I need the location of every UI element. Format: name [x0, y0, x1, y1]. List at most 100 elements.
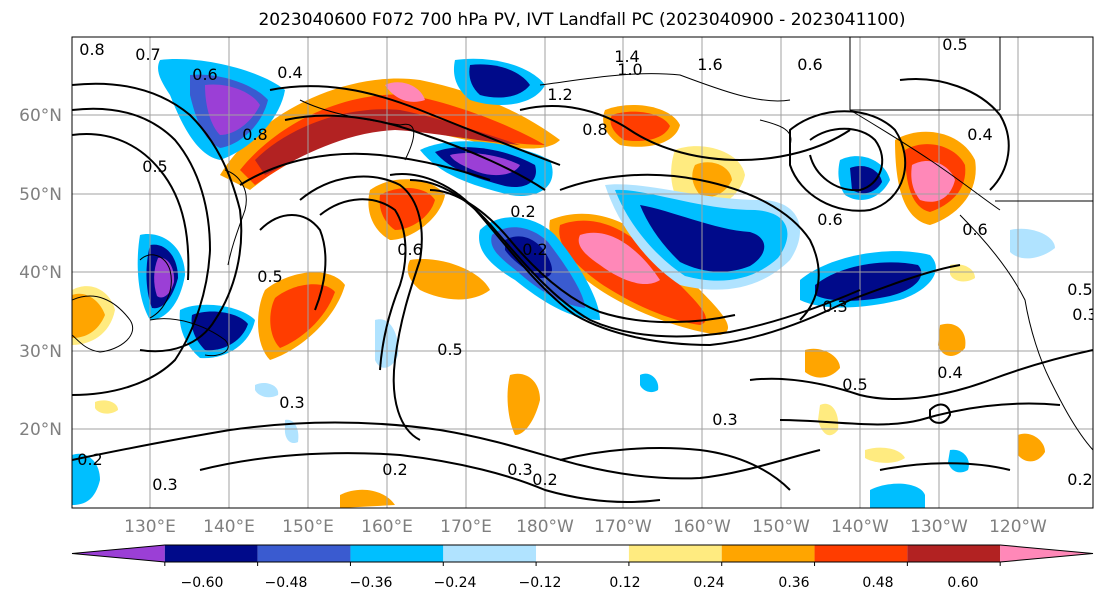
anomaly-region — [1010, 228, 1055, 259]
contour-label: 0.6 — [797, 55, 822, 74]
anomaly-region — [340, 489, 395, 508]
colorbar-tick-label: 0.12 — [609, 575, 640, 591]
anomaly-region — [191, 311, 248, 351]
anomaly-region — [805, 348, 840, 378]
contour-label: 1.4 — [614, 47, 639, 66]
contour-label: 0.3 — [822, 297, 847, 316]
contour-label: 0.8 — [242, 125, 267, 144]
anomaly-region — [610, 111, 670, 142]
lon-label: 120°W — [989, 517, 1047, 537]
anomaly-region — [911, 160, 955, 202]
contour-label: 0.3 — [152, 475, 177, 494]
contour-label: 0.5 — [1067, 280, 1092, 299]
anomaly-region — [255, 383, 279, 398]
contour-label: 0.4 — [277, 63, 302, 82]
lat-label: 60°N — [19, 106, 62, 126]
colorbar-tick-label: 0.60 — [947, 575, 978, 591]
colorbar: −0.60 −0.48 −0.36 −0.24 −0.12 0.12 0.24 … — [71, 544, 1094, 591]
lat-label: 30°N — [19, 342, 62, 362]
anomaly-region — [507, 373, 540, 435]
contour-label: 0.4 — [937, 363, 962, 382]
anomaly-region — [72, 453, 100, 505]
contour-label: 0.2 — [77, 450, 102, 469]
contour-label: 0.5 — [437, 340, 462, 359]
lon-label: 130°W — [910, 517, 968, 537]
contour-label: 0.5 — [142, 157, 167, 176]
colorbar-swatch — [257, 545, 351, 562]
contour-label: 0.6 — [397, 240, 422, 259]
contour-label: 0.2 — [382, 460, 407, 479]
lon-label: 180°W — [516, 517, 574, 537]
lon-label: 140°E — [203, 517, 255, 537]
colorbar-tick-label: −0.36 — [350, 575, 393, 591]
anomaly-region — [240, 94, 545, 185]
lat-label: 50°N — [19, 185, 62, 205]
colorbar-tick-label: −0.24 — [434, 575, 477, 591]
anomaly-region — [284, 419, 299, 444]
anomaly-region — [578, 232, 660, 285]
borders — [849, 37, 1093, 202]
contour-label: 0.5 — [257, 267, 282, 286]
anomaly-region — [205, 84, 260, 135]
anomaly-region — [220, 78, 560, 190]
contour-label: 0.8 — [79, 40, 104, 59]
longitude-labels: 130°E 140°E 150°E 160°E 170°E 180°W 170°… — [124, 517, 1047, 537]
contour-label: 1.2 — [547, 85, 572, 104]
contour-label: 0.7 — [135, 45, 160, 64]
colorbar-swatch — [814, 545, 908, 562]
anomaly-region — [818, 403, 839, 436]
colorbar-swatch — [536, 545, 629, 562]
map-panel: 0.8 0.7 0.6 0.4 1.01.4 1.6 1.2 0.8 0.6 0.5 0.5 0.6 0… — [71, 35, 1097, 509]
colorbar-swatch — [628, 545, 722, 562]
colorbar-swatch — [350, 545, 444, 562]
contour-label: 0.3 — [279, 393, 304, 412]
colorbar-tick-label: −0.60 — [181, 575, 224, 591]
anomaly-region — [95, 400, 118, 414]
contour-label: 0.2 — [532, 470, 557, 489]
colorbar-swatch — [721, 545, 815, 562]
contour-label: 0.8 — [582, 120, 607, 139]
contour-label: 0.6 — [962, 220, 987, 239]
figure-title: 2023040600 F072 700 hPa PV, IVT Landfall… — [258, 10, 905, 30]
contour-label: 0.2 — [1067, 470, 1092, 489]
colorbar-swatch — [907, 545, 1001, 562]
contour-label: 0.3 — [1072, 305, 1097, 324]
anomaly-region — [865, 447, 905, 463]
anomaly-region — [870, 483, 925, 508]
lon-label: 170°E — [440, 517, 492, 537]
anomaly-region — [72, 293, 105, 338]
anomaly-region — [950, 264, 975, 282]
lon-label: 150°W — [752, 517, 810, 537]
lon-label: 160°E — [361, 517, 413, 537]
contour-label: 0.2 — [522, 240, 547, 259]
colorbar-tick-labels: −0.60 −0.48 −0.36 −0.24 −0.12 0.12 0.24 … — [181, 575, 979, 591]
lon-label: 130°E — [124, 517, 176, 537]
contour-label: 0.3 — [712, 410, 737, 429]
anomaly-shading — [72, 58, 1055, 508]
colorbar-ticks — [164, 562, 1001, 566]
colorbar-swatch — [1000, 545, 1093, 562]
lon-label: 140°W — [831, 517, 889, 537]
colorbar-swatch — [72, 545, 165, 562]
anomaly-region — [379, 188, 435, 230]
lon-label: 150°E — [282, 517, 334, 537]
contour-label: 0.6 — [817, 210, 842, 229]
contour-labels: 0.8 0.7 0.6 0.4 1.01.4 1.6 1.2 0.8 0.6 0.5 0.5 0.6 0… — [77, 35, 1097, 494]
contour-label: 0.5 — [942, 35, 967, 54]
colorbar-tick-label: 0.24 — [693, 575, 724, 591]
map-frame — [71, 36, 1094, 509]
anomaly-region — [640, 373, 659, 393]
anomaly-region — [255, 109, 520, 175]
colorbar-cells — [71, 544, 1094, 563]
contour-label: 1.6 — [697, 55, 722, 74]
contour-label: 0.5 — [842, 375, 867, 394]
contour-label: 0.4 — [967, 125, 992, 144]
lon-label: 170°W — [594, 517, 652, 537]
lat-label: 20°N — [19, 420, 62, 440]
anomaly-region — [407, 259, 490, 300]
contour-label: 0.6 — [192, 65, 217, 84]
lat-label: 40°N — [19, 263, 62, 283]
colorbar-swatch — [443, 545, 537, 562]
contour-label: 0.3 — [507, 460, 532, 479]
